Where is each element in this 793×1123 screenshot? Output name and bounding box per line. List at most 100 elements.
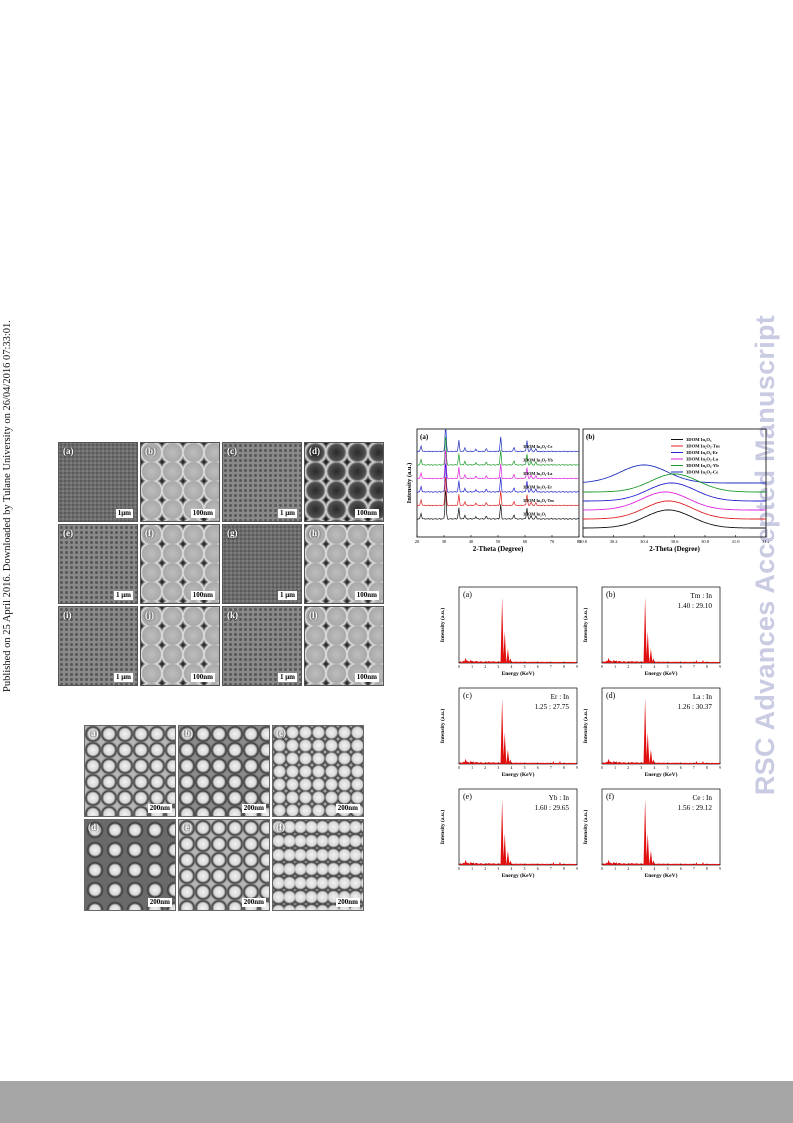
- panel-label: (b): [606, 590, 616, 599]
- x-tick-label: 4: [510, 867, 512, 871]
- xrd-zoom-series-line: [582, 464, 766, 484]
- x-tick-label: 1: [471, 665, 473, 669]
- eds-peak: [469, 760, 473, 764]
- x-tick-label: 30.4: [640, 539, 649, 544]
- ratio-label: La : In: [693, 693, 713, 701]
- sem-image: (d) 100nm: [304, 442, 384, 522]
- x-tick-label: 31.2: [762, 539, 769, 544]
- x-tick-label: 1: [614, 766, 616, 770]
- sem-figure: (a) 1μm (b) 100nm (c) 1 μm (d) 100nm (e) 1 μm (f) 1…: [58, 442, 384, 688]
- eds-peak: [649, 749, 653, 764]
- sem-image: (e) 1 μm: [58, 524, 138, 604]
- sem-image: (j) 100nm: [140, 606, 220, 686]
- panel-label: (c): [276, 728, 286, 738]
- eds-peak: [552, 862, 555, 865]
- x-tick-label: 3: [640, 867, 642, 871]
- eds-peak: [612, 659, 616, 663]
- sem-image: (h) 100nm: [304, 524, 384, 604]
- eds-peak: [606, 657, 611, 663]
- x-tick-label: 2: [484, 766, 486, 770]
- series-label: 3DOM In₂O₃-Tm: [523, 498, 554, 503]
- eds-peak: [463, 859, 468, 865]
- legend-entry: 3DOM In₂O₃-Er: [686, 450, 718, 455]
- sem-image: (c) 1 μm: [222, 442, 302, 522]
- eds-peak: [643, 799, 647, 865]
- x-tick-label: 8: [706, 867, 708, 871]
- x-tick-label: 4: [653, 766, 655, 770]
- eds-peak: [695, 660, 698, 663]
- scale-bar-label: 200nm: [147, 898, 172, 907]
- series-label: 3DOM In₂O₃-Er: [523, 485, 552, 490]
- x-tick-label: 8: [563, 867, 565, 871]
- eds-peak: [701, 660, 705, 663]
- x-tick-label: 8: [706, 665, 708, 669]
- panel-label: (d): [309, 446, 320, 456]
- x-tick-label: 7: [693, 766, 695, 770]
- ratio-value: 1.56 : 29.12: [678, 804, 713, 812]
- panel-label: (l): [309, 610, 318, 620]
- x-tick-label: 50: [496, 539, 501, 544]
- ratio-label: Tm : In: [690, 592, 712, 600]
- eds-peak: [558, 761, 562, 764]
- x-tick-label: 30.2: [610, 539, 618, 544]
- y-axis-label: Intensity (a.u.): [582, 608, 589, 643]
- y-axis-label: Intensity (a.u.): [439, 810, 446, 845]
- eds-peak: [503, 631, 507, 663]
- ratio-value: 1.40 : 29.10: [678, 602, 713, 610]
- x-tick-label: 31.0: [732, 539, 741, 544]
- eds-peak: [552, 761, 555, 764]
- x-tick-label: 30.6: [671, 539, 680, 544]
- x-tick-label: 6: [537, 867, 539, 871]
- eds-peak: [469, 861, 473, 865]
- scale-bar-label: 200nm: [335, 898, 360, 907]
- ratio-label: Er : In: [551, 693, 570, 701]
- ratio-label: Yb : In: [549, 794, 570, 802]
- x-tick-label: 2: [627, 766, 629, 770]
- x-tick-label: 8: [563, 665, 565, 669]
- xrd-series-line: [416, 463, 580, 493]
- eds-peak: [612, 861, 616, 865]
- x-tick-label: 1: [614, 867, 616, 871]
- scale-bar-label: 200nm: [241, 804, 266, 813]
- panel-label: (f): [606, 792, 614, 801]
- series-label: 3DOM In₂O₃-Yb: [523, 458, 554, 463]
- scale-bar-label: 100nm: [190, 591, 215, 600]
- x-tick-label: 4: [653, 665, 655, 669]
- xrd-series-line: [416, 476, 580, 507]
- eds-peak: [615, 862, 618, 865]
- x-tick-label: 8: [563, 766, 565, 770]
- x-tick-label: 1: [471, 867, 473, 871]
- legend-entry: 3DOM In₂O₃-Yb: [686, 463, 719, 468]
- ratio-value: 1.25 : 27.75: [535, 703, 570, 711]
- x-tick-label: 1: [471, 766, 473, 770]
- eds-peak: [643, 597, 647, 663]
- eds-peak: [612, 760, 616, 764]
- ratio-value: 1.26 : 30.37: [678, 703, 713, 711]
- x-tick-label: 3: [497, 665, 499, 669]
- x-tick-label: 40: [469, 539, 474, 544]
- xrd-zoom-series-line: [583, 482, 766, 502]
- tem-image: (e) 200nm: [178, 819, 270, 911]
- sem-image: (f) 100nm: [140, 524, 220, 604]
- xrd-series-line: [416, 429, 580, 453]
- sem-image: (b) 100nm: [140, 442, 220, 522]
- tem-image: (b) 200nm: [178, 725, 270, 817]
- x-axis-label: Energy (KeV): [502, 872, 535, 879]
- eds-peak: [500, 799, 504, 865]
- x-axis-label: Energy (KeV): [502, 771, 535, 778]
- eds-peak: [472, 761, 475, 764]
- xrd-zoom-series-line: [582, 491, 766, 511]
- eds-peak: [506, 648, 510, 663]
- sem-image: (g) 1 μm: [222, 524, 302, 604]
- ratio-label: Ce : In: [692, 794, 712, 802]
- x-tick-label: 5: [667, 766, 669, 770]
- sem-image: (k) 1 μm: [222, 606, 302, 686]
- x-tick-label: 4: [510, 766, 512, 770]
- sem-image: (l) 100nm: [304, 606, 384, 686]
- eds-background: [459, 862, 577, 865]
- x-axis-label: 2-Theta (Degree): [649, 545, 700, 553]
- eds-peak: [695, 761, 698, 764]
- scale-bar-label: 200nm: [335, 804, 360, 813]
- x-tick-label: 6: [680, 665, 682, 669]
- series-label: 3DOM In₂O₃-La: [523, 471, 553, 476]
